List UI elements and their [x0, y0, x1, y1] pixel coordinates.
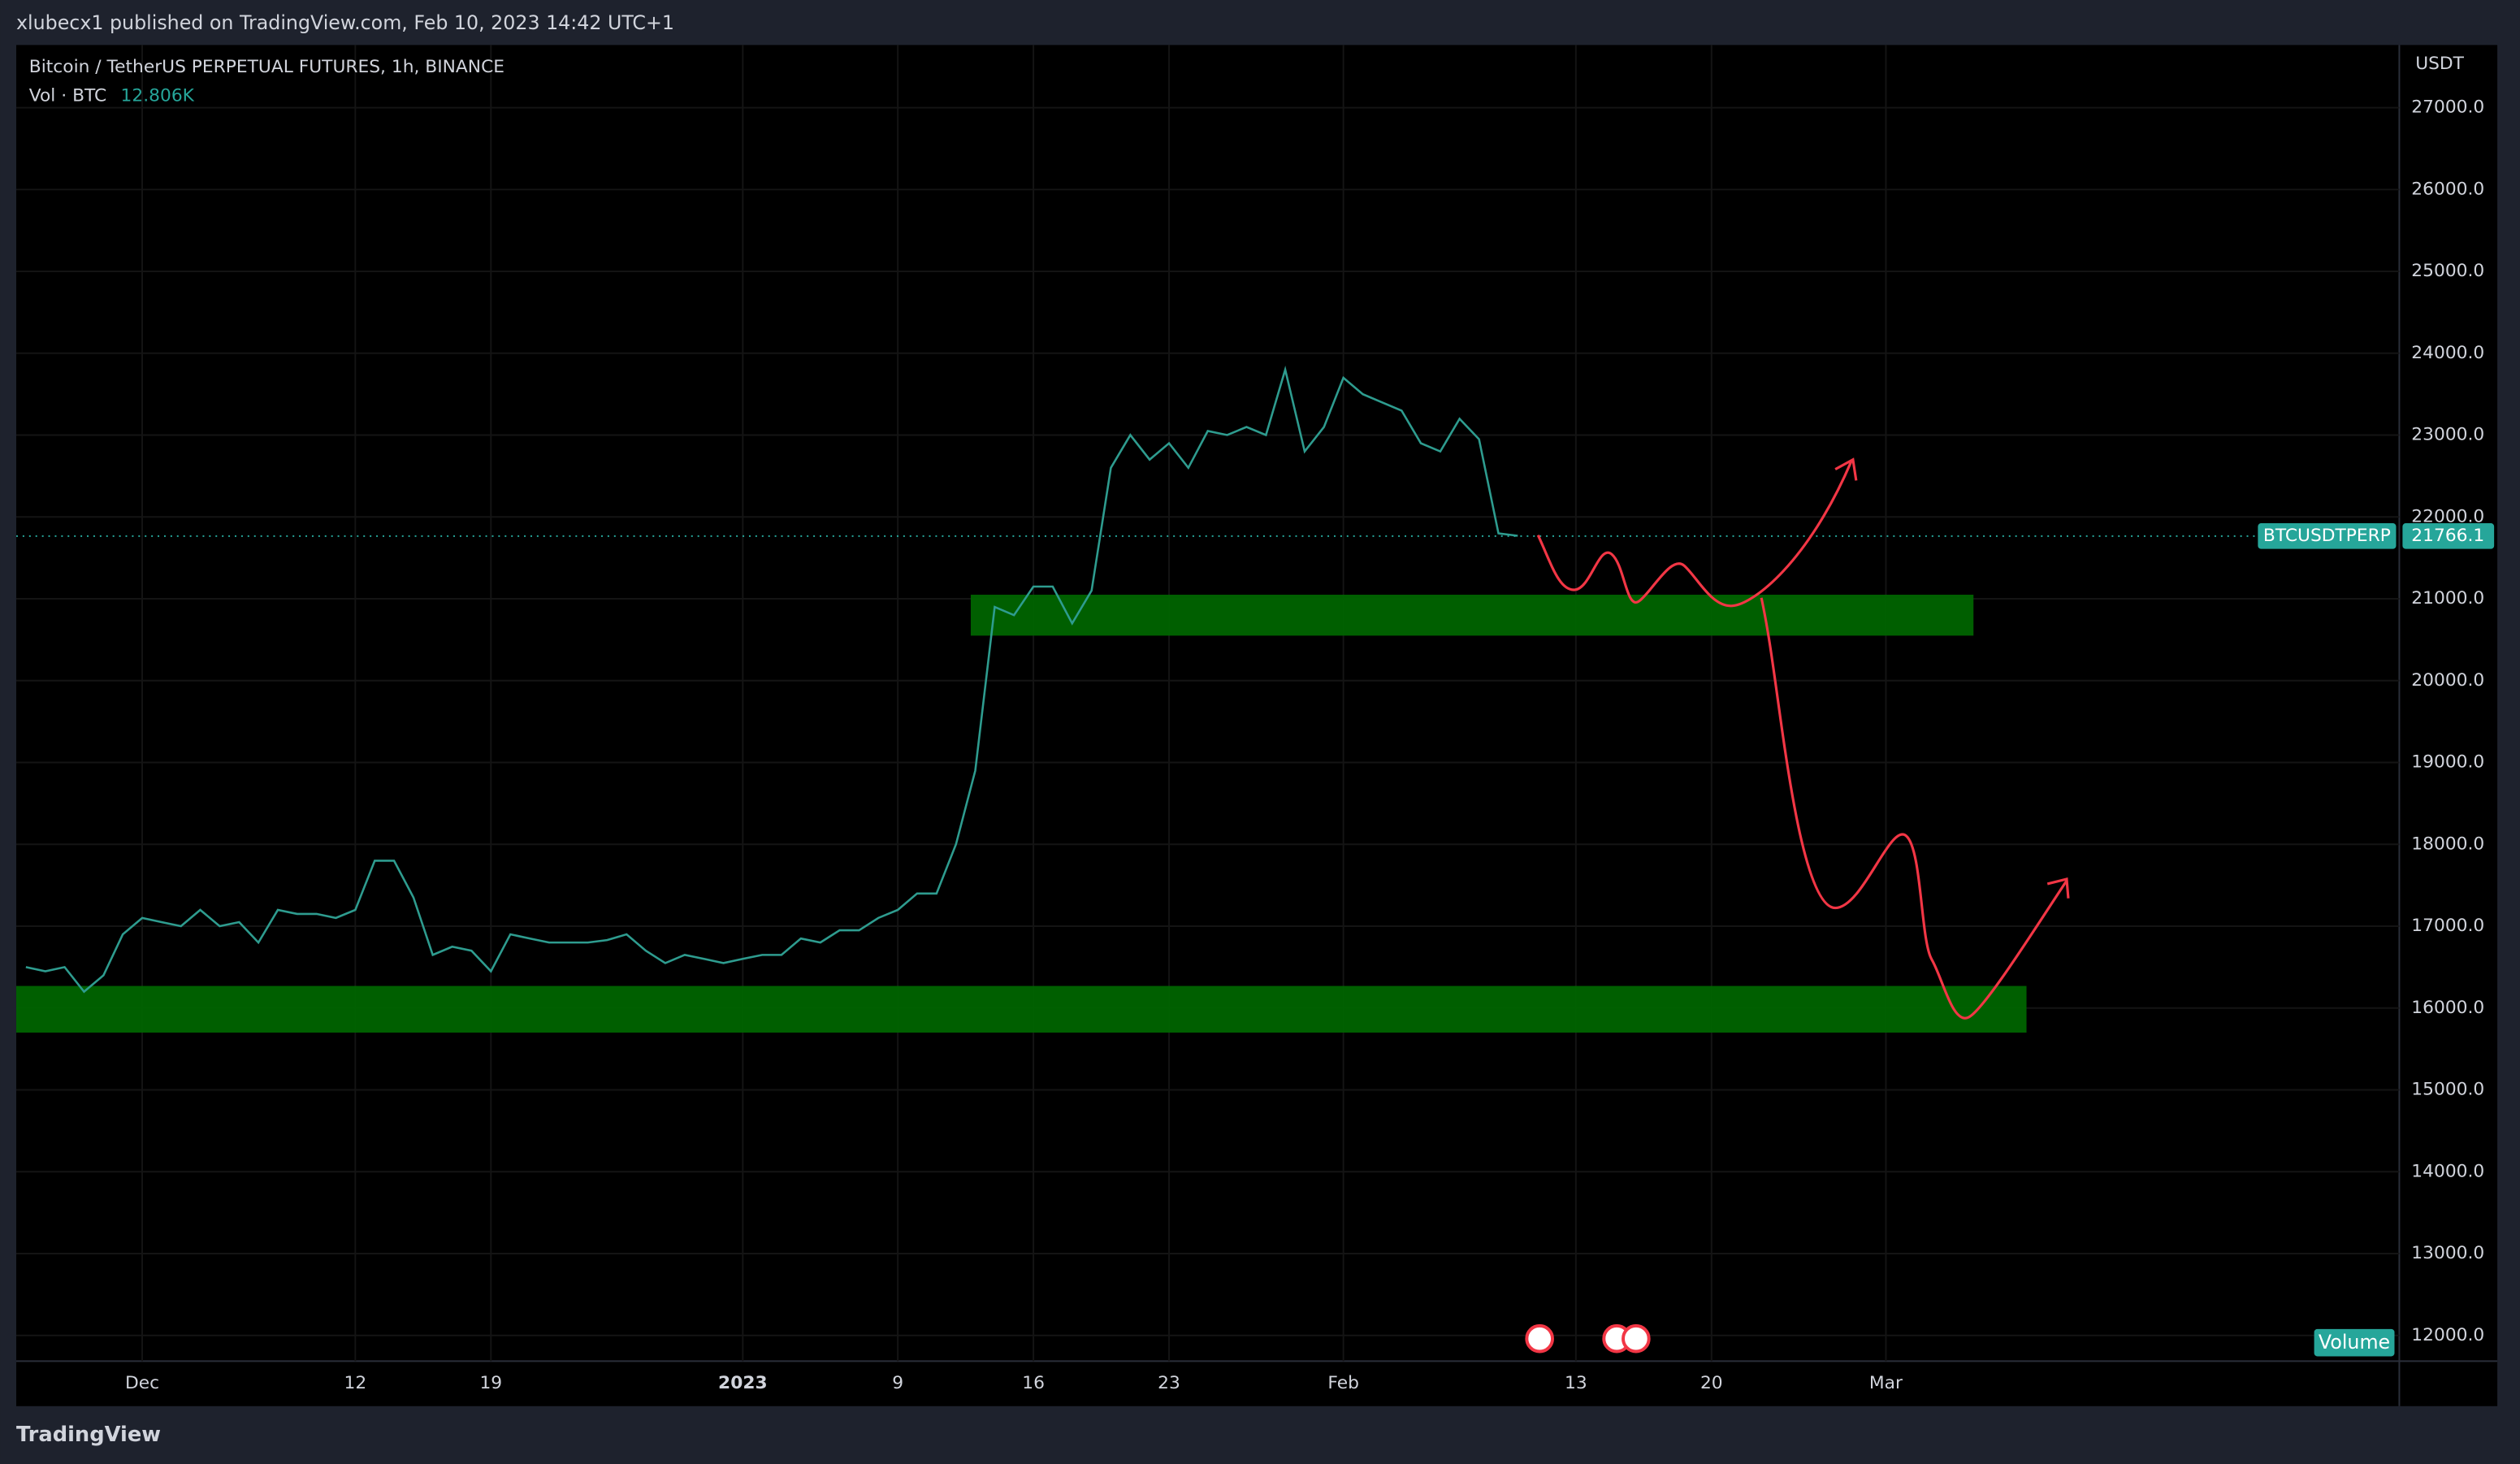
publisher: xlubecx1 published on TradingView.com, F… [16, 11, 674, 34]
x-tick-label: 23 [1158, 1373, 1180, 1393]
forecast-drawing [1536, 457, 2070, 1020]
arrowhead [2046, 877, 2070, 899]
volume-tag: Volume [2319, 1331, 2390, 1354]
y-tick-label: 16000.0 [2411, 998, 2484, 1018]
y-unit: USDT [2415, 54, 2464, 74]
x-tick-label: 2023 [718, 1373, 768, 1393]
arrowhead [1834, 457, 1858, 481]
support-zone [970, 595, 1974, 636]
symbol-tag-bg [2258, 523, 2397, 549]
brand: TradingView [16, 1423, 161, 1447]
x-tick-label: 13 [1565, 1373, 1587, 1393]
y-tick-label: 20000.0 [2411, 670, 2484, 691]
chart-area [15, 45, 2498, 1406]
flag-icon [1525, 1323, 1554, 1354]
chart-title: Bitcoin / TetherUS PERPETUAL FUTURES, 1h… [29, 57, 504, 77]
x-tick-label: 20 [1700, 1373, 1723, 1393]
symbol-tag: BTCUSDTPERP [2263, 526, 2391, 546]
plot [15, 365, 2400, 994]
y-tick-label: 17000.0 [2411, 916, 2484, 936]
y-tick-label: 23000.0 [2411, 425, 2484, 445]
volume-legend: Vol · BTC [29, 86, 106, 106]
x-tick-label: 16 [1022, 1373, 1045, 1393]
volume-value: 12.806K [121, 86, 195, 106]
y-tick-label: 13000.0 [2411, 1243, 2484, 1263]
forecast-path [1536, 461, 1853, 608]
y-tick-label: 24000.0 [2411, 343, 2484, 363]
last-price-tag: 21766.1 [2411, 526, 2484, 546]
x-tick-label: Mar [1869, 1373, 1903, 1393]
flag-icon [1622, 1323, 1651, 1354]
event-flags [1525, 1323, 1651, 1354]
x-tick-label: 12 [344, 1373, 367, 1393]
y-tick-label: 14000.0 [2411, 1161, 2484, 1181]
x-tick-label: 9 [892, 1373, 903, 1393]
volume-tag-bg [2314, 1328, 2395, 1357]
y-tick-label: 27000.0 [2411, 97, 2484, 118]
y-tick-label: 19000.0 [2411, 752, 2484, 773]
y-tick-label: 15000.0 [2411, 1080, 2484, 1100]
y-tick-label: 21000.0 [2411, 588, 2484, 609]
y-tick-label: 12000.0 [2411, 1325, 2484, 1345]
price-line [25, 365, 1518, 994]
x-tick-label: Dec [125, 1373, 159, 1393]
last-price-tag-bg [2402, 523, 2495, 549]
forecast-path [1760, 597, 2068, 1020]
x-tick-label: 19 [479, 1373, 502, 1393]
y-tick-label: 25000.0 [2411, 261, 2484, 281]
support-zone [15, 985, 2027, 1033]
grid [15, 45, 2400, 1362]
y-tick-label: 26000.0 [2411, 179, 2484, 199]
y-tick-label: 18000.0 [2411, 834, 2484, 854]
zones [15, 595, 2027, 1033]
x-tick-label: Feb [1327, 1373, 1359, 1393]
